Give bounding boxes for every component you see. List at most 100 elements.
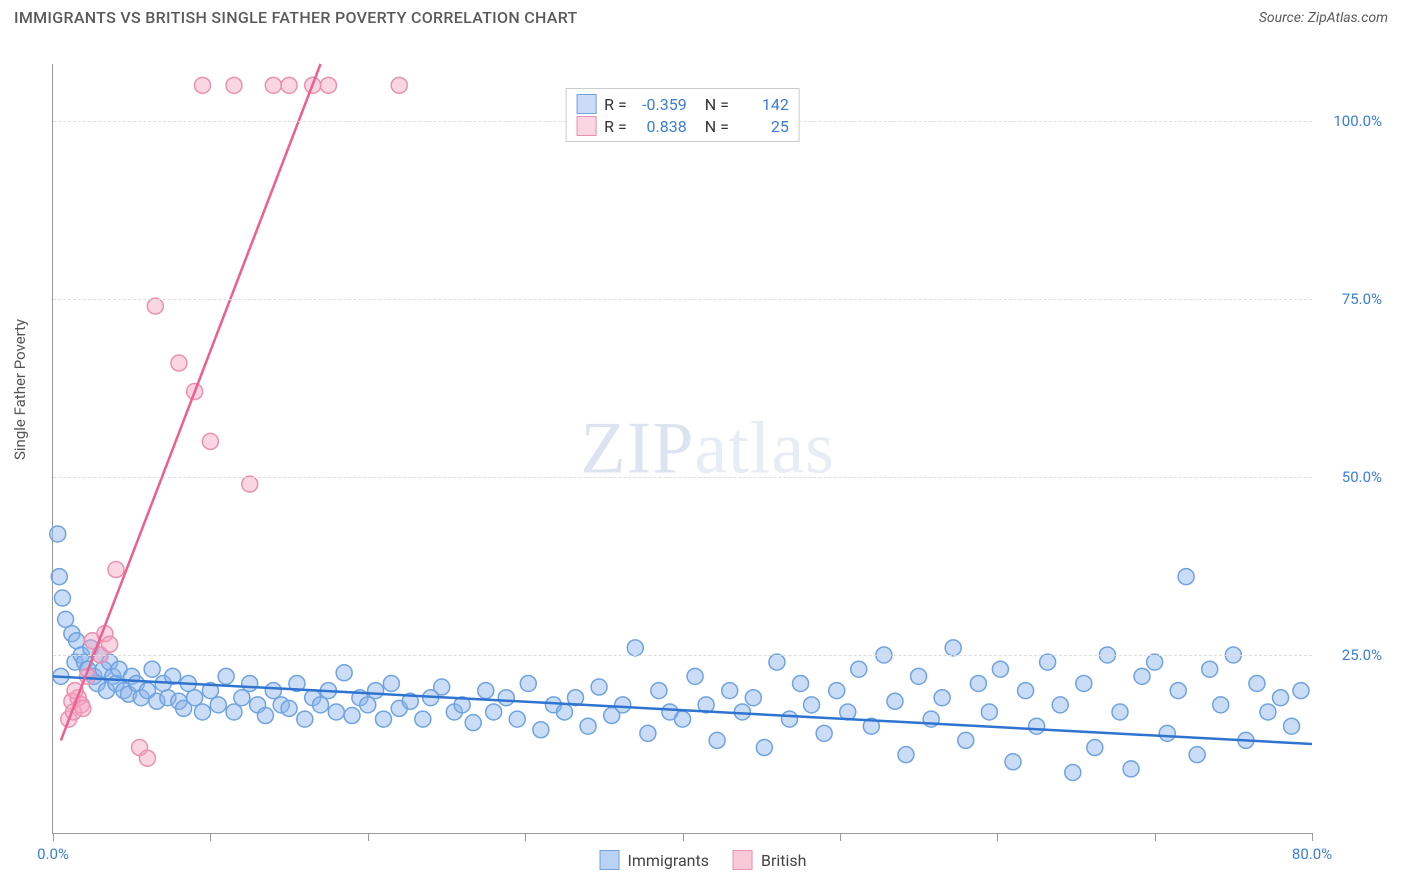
x-tick xyxy=(1312,833,1313,841)
scatter-point xyxy=(981,704,997,720)
scatter-point xyxy=(50,526,66,542)
scatter-point xyxy=(108,562,124,578)
scatter-point xyxy=(242,476,258,492)
scatter-point xyxy=(336,665,352,681)
scatter-point xyxy=(651,683,667,699)
scatter-point xyxy=(498,690,514,706)
scatter-point xyxy=(1065,764,1081,780)
scatter-point xyxy=(144,661,160,677)
scatter-point xyxy=(242,675,258,691)
legend-r-value: -0.359 xyxy=(635,95,687,114)
x-tick xyxy=(683,833,684,841)
scatter-point xyxy=(54,590,70,606)
scatter-point xyxy=(1052,697,1068,713)
gridline xyxy=(53,477,1312,478)
scatter-point xyxy=(580,718,596,734)
scatter-point xyxy=(320,77,336,93)
scatter-point xyxy=(769,654,785,670)
scatter-point xyxy=(281,77,297,93)
scatter-point xyxy=(851,661,867,677)
scatter-point xyxy=(756,740,772,756)
scatter-point xyxy=(556,704,572,720)
scatter-point xyxy=(1076,675,1092,691)
scatter-point xyxy=(816,725,832,741)
source-attribution: Source: ZipAtlas.com xyxy=(1259,10,1388,26)
scatter-point xyxy=(1249,675,1265,691)
legend-n-label: N = xyxy=(705,95,729,114)
scatter-point xyxy=(1018,683,1034,699)
legend-r-label: R = xyxy=(604,117,627,136)
scatter-point xyxy=(1202,661,1218,677)
scatter-point xyxy=(265,77,281,93)
scatter-point xyxy=(478,683,494,699)
scatter-point xyxy=(171,355,187,371)
scatter-point xyxy=(804,697,820,713)
legend-item: British xyxy=(733,850,806,870)
scatter-point xyxy=(992,661,1008,677)
scatter-point xyxy=(375,711,391,727)
correlation-legend: R =-0.359N =142R =0.838N =25 xyxy=(565,88,800,142)
scatter-point xyxy=(313,697,329,713)
plot-area: ZIPatlas R =-0.359N =142R =0.838N =25 25… xyxy=(52,64,1312,834)
scatter-point xyxy=(1040,654,1056,670)
scatter-point xyxy=(234,690,250,706)
legend-swatch xyxy=(600,850,620,870)
scatter-point xyxy=(218,668,234,684)
scatter-point xyxy=(709,732,725,748)
legend-row: R =0.838N =25 xyxy=(576,115,789,137)
y-tick-label: 100.0% xyxy=(1322,112,1382,130)
scatter-point xyxy=(465,715,481,731)
scatter-point xyxy=(1260,704,1276,720)
scatter-point xyxy=(265,683,281,699)
x-tick xyxy=(1155,833,1156,841)
scatter-point xyxy=(147,298,163,314)
scatter-point xyxy=(297,711,313,727)
trend-line xyxy=(61,64,321,740)
scatter-point xyxy=(722,683,738,699)
scatter-point xyxy=(911,668,927,684)
scatter-point xyxy=(520,675,536,691)
scatter-point xyxy=(1178,569,1194,585)
scatter-point xyxy=(1005,754,1021,770)
y-axis-label: Single Father Poverty xyxy=(11,319,29,460)
legend-label: Immigrants xyxy=(628,851,709,870)
scatter-point xyxy=(51,569,67,585)
scatter-point xyxy=(195,704,211,720)
scatter-point xyxy=(591,679,607,695)
scatter-point xyxy=(782,711,798,727)
scatter-point xyxy=(1213,697,1229,713)
x-tick xyxy=(525,833,526,841)
scatter-point xyxy=(970,675,986,691)
scatter-point xyxy=(1273,690,1289,706)
scatter-point xyxy=(887,693,903,709)
scatter-point xyxy=(687,668,703,684)
scatter-point xyxy=(344,708,360,724)
x-tick xyxy=(368,833,369,841)
scatter-point xyxy=(675,711,691,727)
scatter-point xyxy=(202,433,218,449)
scatter-point xyxy=(958,732,974,748)
scatter-point xyxy=(434,679,450,695)
scatter-point xyxy=(745,690,761,706)
chart-title: IMMIGRANTS VS BRITISH SINGLE FATHER POVE… xyxy=(14,8,578,27)
legend-swatch xyxy=(733,850,753,870)
scatter-point xyxy=(934,690,950,706)
x-tick-label: 0.0% xyxy=(37,845,69,863)
x-tick xyxy=(997,833,998,841)
scatter-point xyxy=(898,747,914,763)
legend-n-label: N = xyxy=(705,117,729,136)
scatter-point xyxy=(1087,740,1103,756)
scatter-point xyxy=(533,722,549,738)
scatter-point xyxy=(383,675,399,691)
scatter-point xyxy=(195,77,211,93)
scatter-point xyxy=(1284,718,1300,734)
scatter-svg xyxy=(53,64,1312,833)
scatter-point xyxy=(187,690,203,706)
legend-swatch xyxy=(576,94,596,114)
y-tick-label: 25.0% xyxy=(1322,646,1382,664)
x-tick xyxy=(840,833,841,841)
scatter-point xyxy=(1029,718,1045,734)
y-tick-label: 50.0% xyxy=(1322,468,1382,486)
scatter-point xyxy=(829,683,845,699)
x-tick-label: 80.0% xyxy=(1292,845,1332,863)
